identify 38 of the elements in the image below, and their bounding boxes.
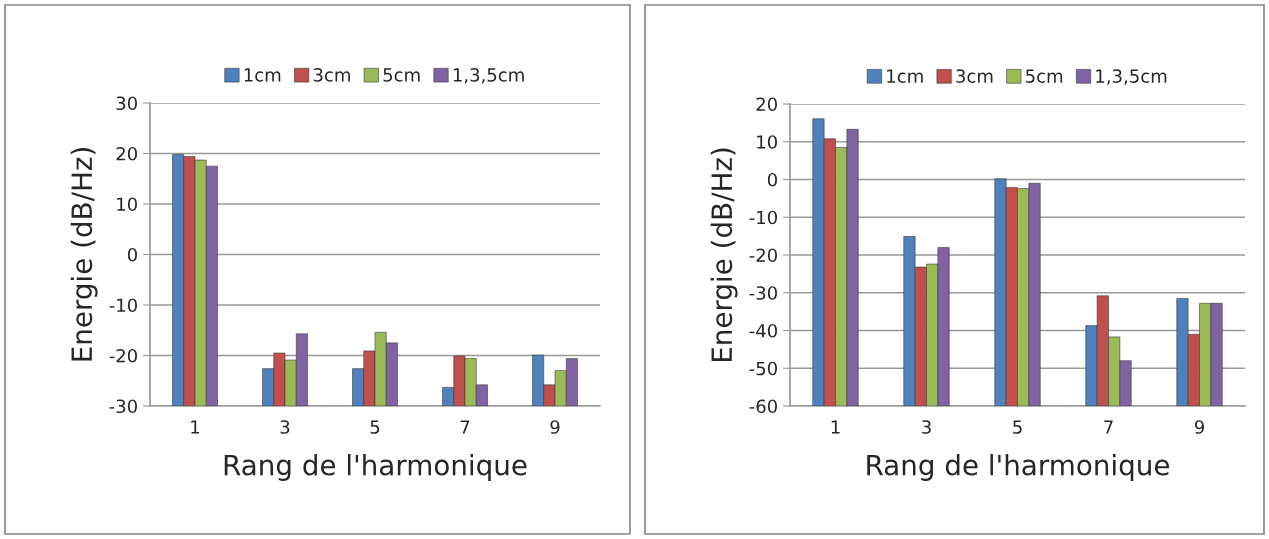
legend-label: 5cm <box>383 68 420 82</box>
legend-label: 3cm <box>313 68 350 82</box>
x-axis-title: Rang de l'harmonique <box>867 454 1169 481</box>
legend-label: 5cm <box>1026 69 1063 83</box>
y-tick-label: -30 <box>109 399 137 414</box>
y-tick-label: 10 <box>117 197 137 212</box>
x-tick-label: 7 <box>460 420 470 434</box>
y-tick-label: -40 <box>749 323 777 338</box>
y-tick-label: 30 <box>116 96 137 111</box>
legend-label: 3cm <box>956 69 993 83</box>
y-tick-label: -60 <box>749 399 777 414</box>
y-tick-label: -20 <box>749 248 777 263</box>
x-tick-label: 5 <box>370 420 380 434</box>
x-tick-label: 7 <box>1104 420 1113 434</box>
legend-label: 1cm <box>887 69 923 83</box>
y-tick-label: -30 <box>749 286 777 300</box>
y-tick-label: 0 <box>127 247 137 262</box>
y-tick-label: 20 <box>756 97 777 112</box>
y-tick-label: 0 <box>767 172 777 187</box>
x-tick-label: 1 <box>191 420 200 434</box>
y-tick-label: -20 <box>109 348 137 363</box>
y-tick-label: -10 <box>109 298 137 313</box>
y-tick-label: 20 <box>116 146 137 161</box>
legend-label: 1cm <box>244 68 281 82</box>
y-axis-title: Energie (dB/Hz) <box>70 148 98 361</box>
x-tick-label: 5 <box>1013 420 1022 434</box>
legend-label: 1,3,5cm <box>1096 69 1167 85</box>
y-tick-label: -10 <box>749 210 777 225</box>
x-tick-label: 3 <box>280 420 290 434</box>
x-tick-label: 3 <box>922 420 931 434</box>
x-axis-title: Rang de l'harmonique <box>224 454 527 481</box>
y-tick-label: -50 <box>749 361 777 376</box>
x-tick-label: 9 <box>1194 420 1204 434</box>
y-axis-title: Energie (dB/Hz) <box>710 148 738 362</box>
x-tick-label: 1 <box>831 420 840 434</box>
y-tick-label: 10 <box>757 135 777 149</box>
legend-label: 1,3,5cm <box>453 68 524 84</box>
x-tick-label: 9 <box>550 420 560 434</box>
